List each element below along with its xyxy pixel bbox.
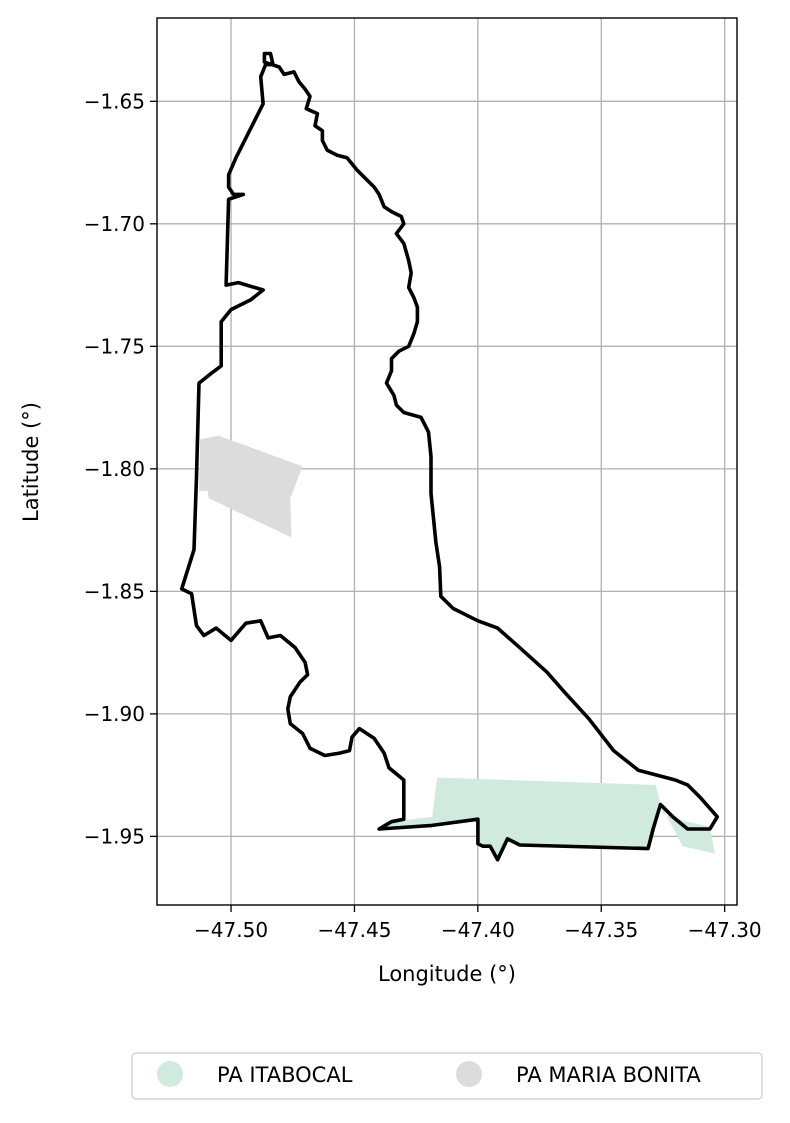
y-tick-label: −1.70	[84, 212, 145, 236]
x-tick-label: −47.45	[317, 918, 391, 942]
x-tick-label: −47.40	[441, 918, 515, 942]
legend: PA ITABOCAL PA MARIA BONITA	[132, 1053, 762, 1099]
y-tick-label: −1.65	[84, 89, 145, 113]
x-tick-label: −47.35	[564, 918, 638, 942]
y-tick-label: −1.95	[84, 824, 145, 848]
y-tick-label: −1.75	[84, 334, 145, 358]
legend-swatch-pa-itabocal	[157, 1061, 183, 1087]
x-axis-label: Longitude (°)	[378, 962, 516, 986]
legend-label-pa-maria-bonita: PA MARIA BONITA	[516, 1063, 701, 1087]
y-axis-label: Latitude (°)	[19, 402, 43, 522]
x-tick-label: −47.30	[688, 918, 762, 942]
y-tick-label: −1.85	[84, 579, 145, 603]
y-tick-label: −1.80	[84, 457, 145, 481]
y-tick-label: −1.90	[84, 702, 145, 726]
legend-swatch-pa-maria-bonita	[456, 1061, 482, 1087]
x-tick-label: −47.50	[194, 918, 268, 942]
legend-label-pa-itabocal: PA ITABOCAL	[217, 1063, 353, 1087]
